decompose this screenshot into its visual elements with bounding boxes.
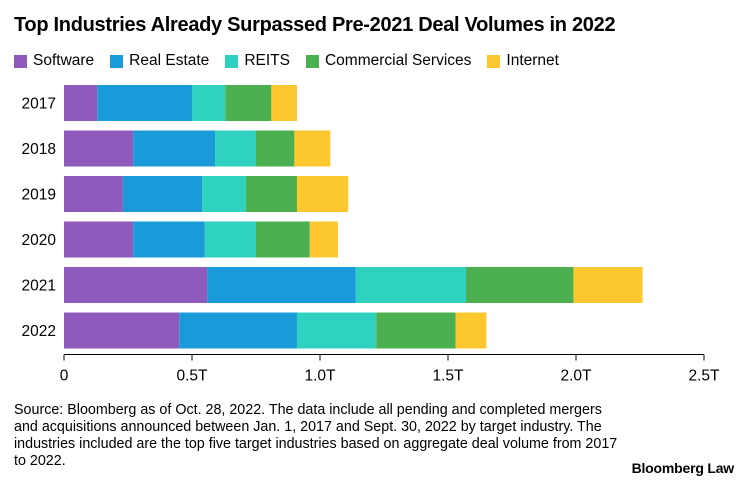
x-tick-label: 1.5T (432, 368, 464, 385)
bar-2020-real-estate (133, 221, 205, 258)
legend-label: Commercial Services (324, 52, 472, 69)
legend: Software Real Estate REITS Commercial Servi… (14, 51, 575, 71)
y-category-label: 2019 (22, 187, 56, 204)
x-tick-label: 1.0T (304, 368, 336, 385)
bar-2019-reits (202, 176, 246, 212)
bar-2018-commercial-services (256, 130, 295, 167)
bar-2022-real-estate (179, 312, 297, 349)
bar-2018-internet (294, 130, 331, 167)
y-category-label: 2022 (22, 323, 56, 340)
bar-2020-commercial-services (256, 221, 310, 258)
source-note: Source: Bloomberg as of Oct. 28, 2022. T… (14, 402, 618, 469)
brand-logo: Bloomberg Law (631, 460, 735, 476)
y-category-label: 2020 (22, 232, 57, 249)
bar-2020-internet (309, 221, 338, 258)
bar-2021-reits (355, 267, 466, 303)
bar-2019-real-estate (122, 176, 203, 212)
legend-swatch (225, 54, 239, 68)
legend-item-commercial-services: Commercial Services (305, 52, 472, 70)
bar-2021-internet (573, 267, 643, 303)
chart-title: Top Industries Already Surpassed Pre-202… (14, 14, 616, 36)
y-category-label: 2018 (22, 141, 56, 158)
bar-2018-real-estate (133, 130, 216, 167)
bar-2022-internet (455, 312, 487, 349)
y-category-label: 2017 (22, 96, 56, 113)
legend-label: Internet (506, 52, 559, 69)
legend-item-reits: REITS (225, 52, 290, 70)
bar-2018-reits (215, 130, 256, 167)
bar-2020-reits (204, 221, 256, 258)
bar-2017-software (64, 85, 98, 121)
y-category-label: 2021 (22, 278, 56, 295)
x-tick-label: 2.5T (688, 368, 720, 385)
legend-item-internet: Internet (487, 52, 559, 70)
legend-label: Real Estate (129, 52, 210, 69)
x-tick-label: 2.0T (560, 368, 592, 385)
bar-2020-software (64, 221, 134, 258)
bar-2021-real-estate (207, 267, 356, 303)
x-tick-label: 0 (60, 368, 69, 385)
legend-label: Software (33, 52, 95, 69)
bar-2017-internet (271, 85, 297, 121)
bar-2021-commercial-services (465, 267, 574, 303)
bar-2022-commercial-services (376, 312, 456, 349)
legend-item-software: Software (14, 52, 94, 70)
bar-2017-commercial-services (225, 85, 272, 121)
bar-2017-real-estate (97, 85, 192, 121)
legend-label: REITS (244, 52, 290, 69)
legend-swatch (305, 54, 319, 68)
bar-2021-software (64, 267, 208, 303)
legend-swatch (14, 54, 27, 68)
bar-2019-software (64, 176, 123, 212)
x-tick-label: 0.5T (176, 368, 208, 385)
legend-item-real-estate: Real Estate (110, 52, 209, 70)
legend-swatch (110, 54, 124, 68)
bar-2022-reits (296, 312, 377, 349)
bar-2022-software (64, 312, 180, 349)
bar-2019-internet (296, 176, 349, 212)
chart-plot: 0 0.5T 1.0T 1.5T 2.0T 2.5T 2017 2018 2019 2020 202… (22, 85, 720, 385)
legend-swatch (487, 54, 501, 68)
bar-2019-commercial-services (245, 176, 297, 212)
bar-2018-software (64, 130, 134, 167)
bar-2017-reits (192, 85, 226, 121)
